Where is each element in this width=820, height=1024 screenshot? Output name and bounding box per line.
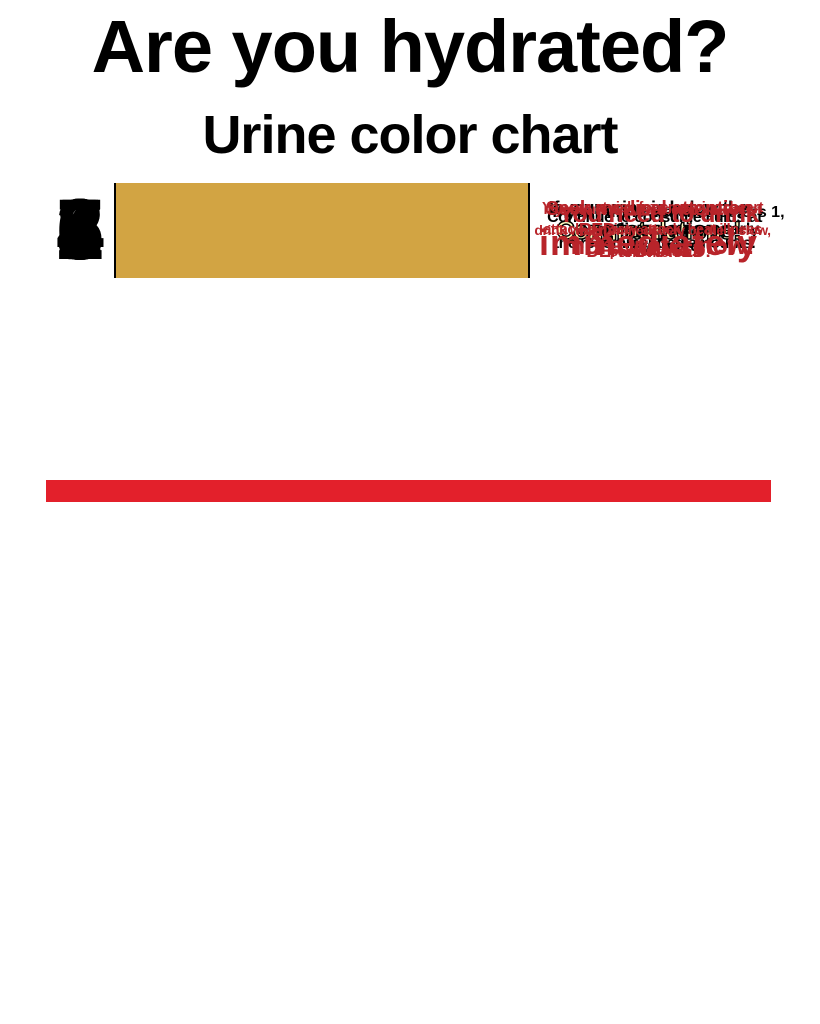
message-text: line, you are [619, 219, 719, 240]
color-swatch [116, 183, 530, 278]
message-emphasis: RED [578, 219, 616, 240]
message-line: If your urine is this color, you must dr… [534, 201, 771, 259]
row-message: You need to drink more water now! [530, 183, 787, 278]
subtitle: Urine color chart [202, 105, 618, 165]
message-line: You are at risk for cramping, heart atta… [541, 199, 764, 261]
row-message: Congratulations! [530, 183, 767, 278]
color-table: 1 Congratulations! 2 If your urine matches … [46, 183, 785, 1001]
row-message: Continue to consume fluids at the recomm… [530, 183, 779, 278]
message-line: Continue to consume fluids at the recomm… [547, 208, 762, 252]
message-line: Congratulations! [556, 216, 743, 246]
message-line: RED line, you are [579, 220, 719, 242]
message-line: immediately [538, 221, 759, 263]
row-message: If your urine is this color, you must dr… [530, 183, 775, 278]
row-number: 8 [46, 183, 116, 278]
row-message: Seek medical attention immediately [530, 183, 767, 278]
red-line [46, 480, 771, 502]
message-emphasis: DEHYDRATED! [586, 241, 711, 262]
message-line: Seek medical attention [545, 197, 752, 220]
row-message: You are at risk for cramping, heart atta… [530, 183, 775, 278]
row-message: If your urine is below the RED line, you … [530, 183, 767, 278]
title: Are you hydrated? [91, 5, 730, 88]
row-message: If your urine matches colors 1, 2, or 3,… [530, 183, 807, 278]
message-line: If your urine is below the [548, 198, 749, 219]
message-line: If your urine matches colors 1, 2, or 3,… [552, 204, 785, 255]
message-line: You need to drink more water now! [558, 200, 759, 260]
